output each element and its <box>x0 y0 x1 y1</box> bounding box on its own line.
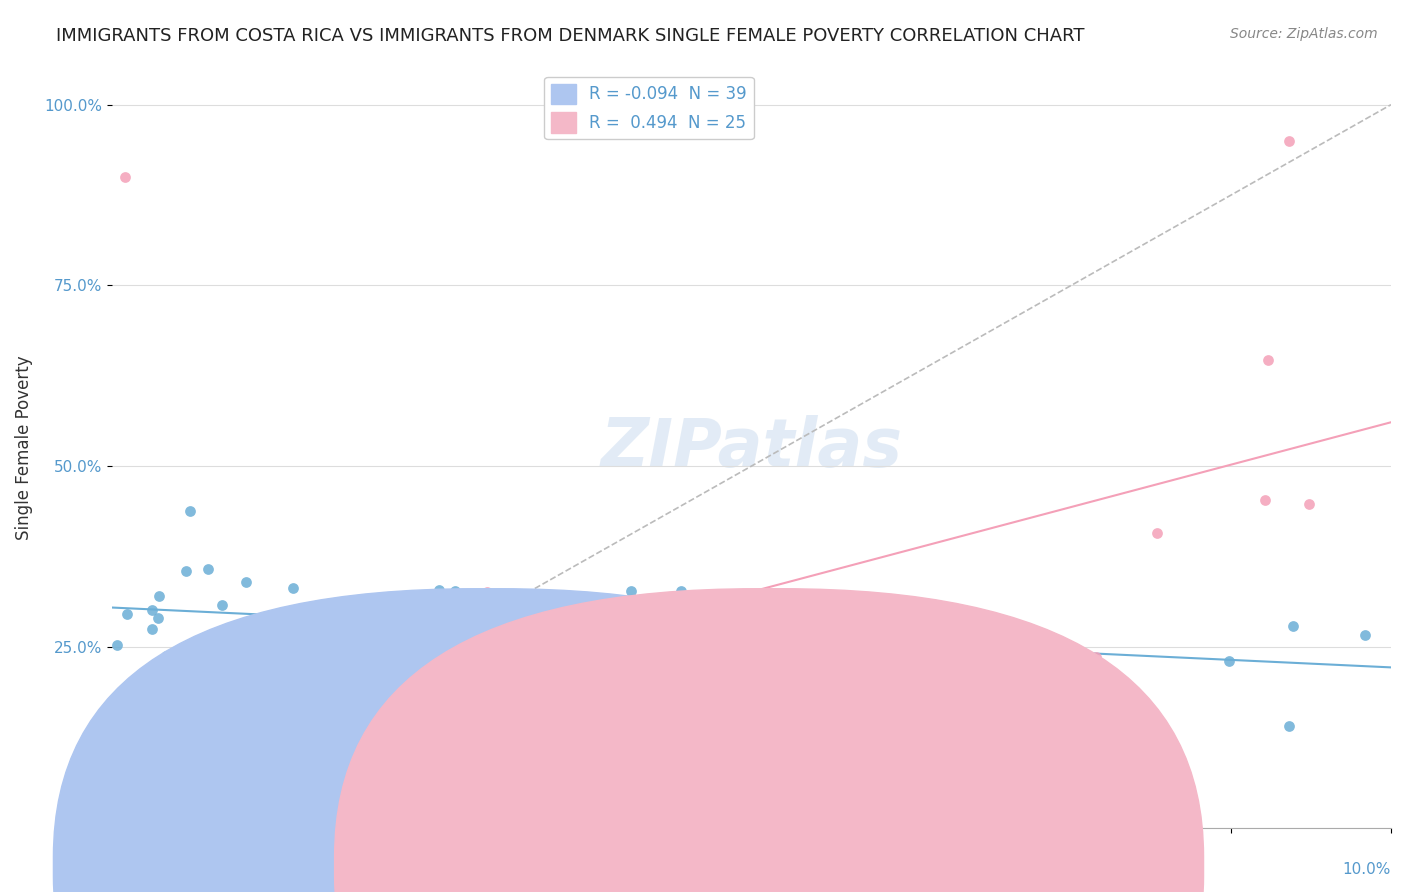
Point <box>1085 650 1108 665</box>
Point <box>211 598 233 612</box>
Point <box>179 503 201 517</box>
Point <box>141 602 163 616</box>
Point <box>195 748 218 763</box>
Point <box>1354 628 1376 642</box>
Point <box>235 574 257 589</box>
Text: IMMIGRANTS FROM COSTA RICA VS IMMIGRANTS FROM DENMARK SINGLE FEMALE POVERTY CORR: IMMIGRANTS FROM COSTA RICA VS IMMIGRANTS… <box>56 27 1085 45</box>
Point <box>105 638 128 652</box>
Point <box>155 648 177 663</box>
Point <box>141 622 163 636</box>
Point <box>148 611 170 625</box>
Point <box>288 628 311 642</box>
Point <box>620 584 643 599</box>
Point <box>364 742 387 756</box>
Point <box>444 583 467 598</box>
Point <box>1254 492 1277 507</box>
Point <box>314 658 336 673</box>
Point <box>669 583 692 598</box>
Text: Immigrants from Costa Rica: Immigrants from Costa Rica <box>449 850 662 865</box>
Point <box>1298 497 1320 511</box>
Point <box>349 607 371 621</box>
Point <box>1278 134 1301 148</box>
Point <box>918 626 941 640</box>
Point <box>107 784 129 798</box>
Text: 0.0%: 0.0% <box>112 863 150 877</box>
Point <box>197 562 219 576</box>
Point <box>322 642 344 657</box>
Point <box>427 583 450 598</box>
Point <box>668 640 690 655</box>
Text: Source: ZipAtlas.com: Source: ZipAtlas.com <box>1230 27 1378 41</box>
Point <box>380 592 402 607</box>
Point <box>1218 654 1240 668</box>
Point <box>506 626 529 640</box>
Point <box>253 644 276 658</box>
Point <box>222 772 245 787</box>
Point <box>631 645 654 659</box>
Point <box>477 585 499 599</box>
Point <box>198 750 221 764</box>
Point <box>148 589 170 603</box>
Text: Immigrants from Denmark: Immigrants from Denmark <box>735 850 938 865</box>
Point <box>709 620 731 634</box>
Point <box>114 169 136 184</box>
Point <box>1257 353 1279 368</box>
Point <box>859 601 882 615</box>
Point <box>121 784 143 798</box>
Text: ZIPatlas: ZIPatlas <box>600 415 903 481</box>
Text: 10.0%: 10.0% <box>1343 863 1391 877</box>
Point <box>901 607 924 621</box>
Point <box>395 761 418 775</box>
Point <box>404 722 426 736</box>
Point <box>115 607 138 621</box>
Point <box>274 784 297 798</box>
Point <box>254 665 277 679</box>
Point <box>160 784 183 798</box>
Point <box>1024 680 1046 694</box>
Legend: R = -0.094  N = 39, R =  0.494  N = 25: R = -0.094 N = 39, R = 0.494 N = 25 <box>544 77 754 139</box>
Point <box>1282 618 1305 632</box>
Point <box>328 756 350 771</box>
Point <box>1278 719 1301 733</box>
Point <box>201 764 224 778</box>
Point <box>458 590 481 604</box>
Point <box>344 652 367 666</box>
Point <box>659 632 682 647</box>
Point <box>544 643 567 657</box>
Point <box>422 684 444 698</box>
Y-axis label: Single Female Poverty: Single Female Poverty <box>15 356 32 541</box>
Point <box>758 663 780 677</box>
Point <box>589 677 612 691</box>
Point <box>1146 525 1168 540</box>
Point <box>183 784 205 798</box>
Point <box>281 581 304 595</box>
Point <box>176 565 198 579</box>
